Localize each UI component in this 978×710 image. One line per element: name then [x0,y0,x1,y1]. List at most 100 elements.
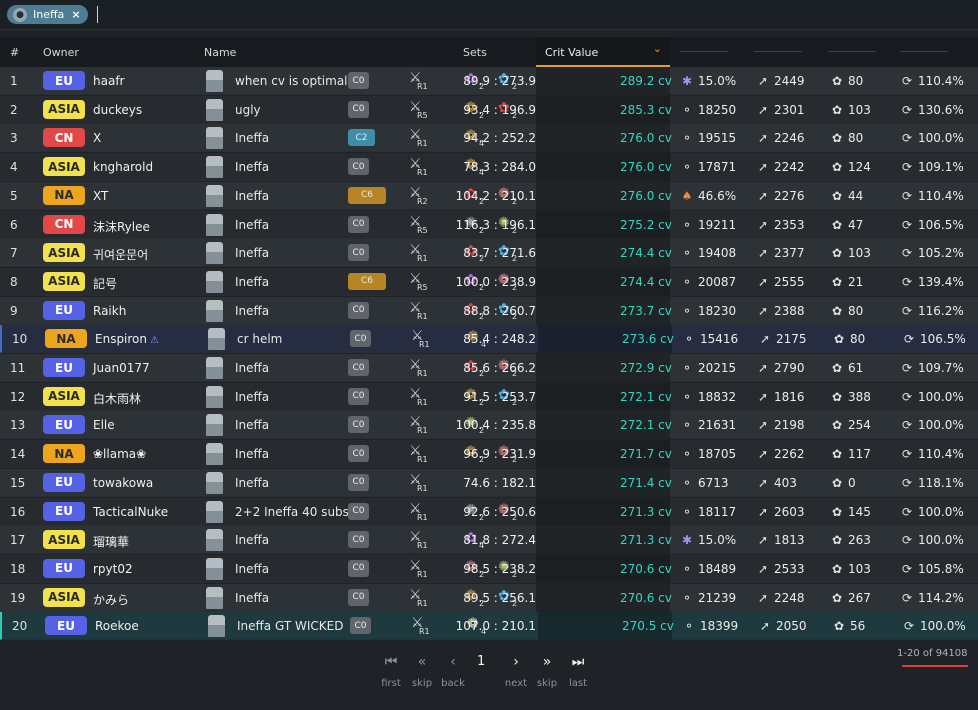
sigil-gold-icon[interactable]: ❁ 4 [465,128,485,149]
sigil-blue-icon[interactable]: ✿ 2 [498,71,518,91]
table-row[interactable]: 17 ASIA 瑠璃華 Ineffa C0 ⚔ R1 ✿ 4 81.8 : 27… [0,526,978,555]
build-name[interactable]: Ineffa [235,188,270,203]
build-name[interactable]: Ineffa [235,361,270,375]
build-name[interactable]: Ineffa [235,131,270,146]
sigil-gold-icon[interactable]: ❁ 2 [465,386,485,407]
build-name[interactable]: Ineffa [235,217,270,232]
owner-name[interactable]: 瑠璃華 [93,535,130,550]
table-row[interactable]: 9 EU Raikh Ineffa C0 ⚔ R1 ✿ 2 ✿ 2 88.8 :… [0,296,978,325]
build-name[interactable]: cr helm [237,332,283,347]
owner-name[interactable]: rpyt02 [93,561,133,576]
weapon-icon[interactable]: ⚔ R5 [409,270,428,292]
skip-back-button[interactable]: « skip [404,653,440,689]
build-name[interactable]: Ineffa [235,533,270,548]
table-row[interactable]: 15 EU towakowa Ineffa C0 ⚔ R1 74.6 : 182… [0,468,978,497]
build-name[interactable]: Ineffa [235,418,270,433]
weapon-icon[interactable]: ⚔ R1 [409,500,428,522]
col-name[interactable]: Name [204,46,237,59]
weapon-icon[interactable]: ⚔ R5 [409,213,428,235]
sigil-gold-icon[interactable]: ❁ 2 [465,444,485,465]
sigil-red-icon[interactable]: ✿ 2 [498,99,518,120]
owner-name[interactable]: XT [93,188,109,203]
sigil-dark-icon[interactable]: ✺ 2 [465,501,485,522]
owner-name[interactable]: duckeys [93,102,143,117]
weapon-icon[interactable]: ⚔ R1 [409,414,428,436]
owner-name[interactable]: ❀llama❀ [93,447,147,462]
weapon-icon[interactable]: ⚔ R1 [409,156,428,178]
weapon-icon[interactable]: ⚔ R1 [409,70,428,91]
col-crit-value[interactable]: Crit Value ⌄ [536,37,670,67]
skip-forward-button[interactable]: » skip [529,653,565,689]
table-row[interactable]: 13 EU Elle Ineffa C0 ⚔ R1 ✺ 2 100.4 : 23… [0,411,978,440]
owner-name[interactable]: Elle [93,418,115,433]
table-row[interactable]: 20 EU Roekoe Ineffa GT WICKED C0 ⚔ R1 ❁ … [0,612,978,641]
next-button[interactable]: › next [498,653,534,689]
owner-name[interactable]: Enspiron ⚠ [95,332,159,347]
weapon-icon[interactable]: ⚔ R1 [409,471,428,493]
weapon-icon[interactable]: ⚔ R1 [409,557,428,579]
sigil-pink-icon[interactable]: ❁ 2 [498,444,518,465]
build-name[interactable]: 2+2 Ineffa 40 subs [235,504,349,519]
sigil-green-icon[interactable]: ✺ 2 [465,415,485,436]
table-row[interactable]: 14 NA ❀llama❀ Ineffa C0 ⚔ R1 ❁ 2 ❁ 2 96.… [0,440,978,469]
owner-name[interactable]: 귀여운문어 [93,248,149,263]
sigil-pink-icon[interactable]: ❁ 2 [498,271,518,292]
table-row[interactable]: 5 NA XT Ineffa C6 ⚔ R2 ✿ 2 ❁ 2 104.2 : 2… [0,181,978,210]
build-name[interactable]: Ineffa [235,447,270,462]
table-row[interactable]: 3 CN X Ineffa C2 ⚔ R1 ❁ 4 94.2 : 252.2 2… [0,124,978,153]
build-name[interactable]: Ineffa [235,303,270,318]
owner-name[interactable]: X [93,131,102,146]
sigil-red-icon[interactable]: ✿ 2 [465,358,485,378]
sigil-white-icon[interactable]: ❁ 4 [467,616,487,637]
weapon-icon[interactable]: ⚔ R1 [409,242,428,264]
owner-name[interactable]: かみら [93,592,130,607]
weapon-icon[interactable]: ⚔ R1 [411,328,430,350]
table-row[interactable]: 16 EU TacticalNuke 2+2 Ineffa 40 subs C0… [0,497,978,526]
owner-name[interactable]: 白木雨林 [93,391,142,406]
sigil-gold-icon[interactable]: ❁ 4 [467,329,487,350]
owner-name[interactable]: Juan0177 [93,361,150,375]
sigil-pink-icon[interactable]: ❁ 2 [465,558,485,579]
col-owner[interactable]: Owner [43,46,79,59]
build-name[interactable]: Ineffa [235,590,270,605]
weapon-icon[interactable]: ⚔ R2 [409,184,428,206]
weapon-icon[interactable]: ⚔ R5 [409,98,428,120]
sigil-pink-icon[interactable]: ❁ 2 [498,358,518,378]
sigil-pink-icon[interactable]: ❁ 2 [498,501,518,522]
back-button[interactable]: ‹ back [435,653,471,689]
table-row[interactable]: 18 EU rpyt02 Ineffa C0 ⚔ R1 ❁ 2 ✺ 2 98.5… [0,554,978,583]
owner-name[interactable]: 記号 [93,276,118,291]
owner-name[interactable]: Roekoe [95,619,139,634]
build-name[interactable]: ugly [235,102,261,117]
sigil-purple-icon[interactable]: ✿ 4 [465,530,485,551]
weapon-icon[interactable]: ⚔ R1 [409,127,428,149]
owner-name[interactable]: TacticalNuke [93,504,169,519]
sigil-purple-icon[interactable]: ✿ 2 [465,71,485,91]
owner-name[interactable]: 沫沫Rylee [93,219,150,234]
weapon-icon[interactable]: ⚔ R1 [409,443,428,465]
build-name[interactable]: Ineffa [235,561,270,576]
sigil-gold-icon[interactable]: ❁ 2 [465,587,485,608]
sigil-red-icon[interactable]: ✿ 2 [465,243,485,264]
table-row[interactable]: 7 ASIA 귀여운문어 Ineffa C0 ⚔ R1 ✿ 2 ✿ 2 83.7… [0,239,978,268]
sigil-dark-icon[interactable]: ✺ 2 [465,214,485,235]
col-rank[interactable]: # [10,46,20,59]
close-icon[interactable]: × [71,8,81,21]
sigil-blue-icon[interactable]: ✿ 2 [498,587,518,608]
owner-name[interactable]: haafr [93,74,125,88]
build-name[interactable]: Ineffa [235,475,270,490]
sigil-green-icon[interactable]: ✺ 2 [498,214,518,235]
owner-name[interactable]: Raikh [93,303,127,318]
last-page-button[interactable]: ⏭ last [560,653,596,689]
sigil-green-icon[interactable]: ✺ 2 [498,558,518,579]
build-name[interactable]: Ineffa GT WICKED [237,619,344,634]
weapon-icon[interactable]: ⚔ R1 [409,529,428,551]
table-row[interactable]: 19 ASIA かみら Ineffa C0 ⚔ R1 ❁ 2 ✿ 2 89.5 … [0,583,978,612]
table-row[interactable]: 12 ASIA 白木雨林 Ineffa C0 ⚔ R1 ❁ 2 ✿ 2 91.5… [0,382,978,411]
sigil-gold-icon[interactable]: ❁ 4 [465,157,485,178]
weapon-icon[interactable]: ⚔ R1 [409,385,428,407]
weapon-icon[interactable]: ⚔ R1 [409,299,428,321]
sigil-blue-icon[interactable]: ✿ 2 [498,386,518,407]
build-name[interactable]: Ineffa [235,274,270,289]
weapon-icon[interactable]: ⚔ R1 [409,357,428,378]
